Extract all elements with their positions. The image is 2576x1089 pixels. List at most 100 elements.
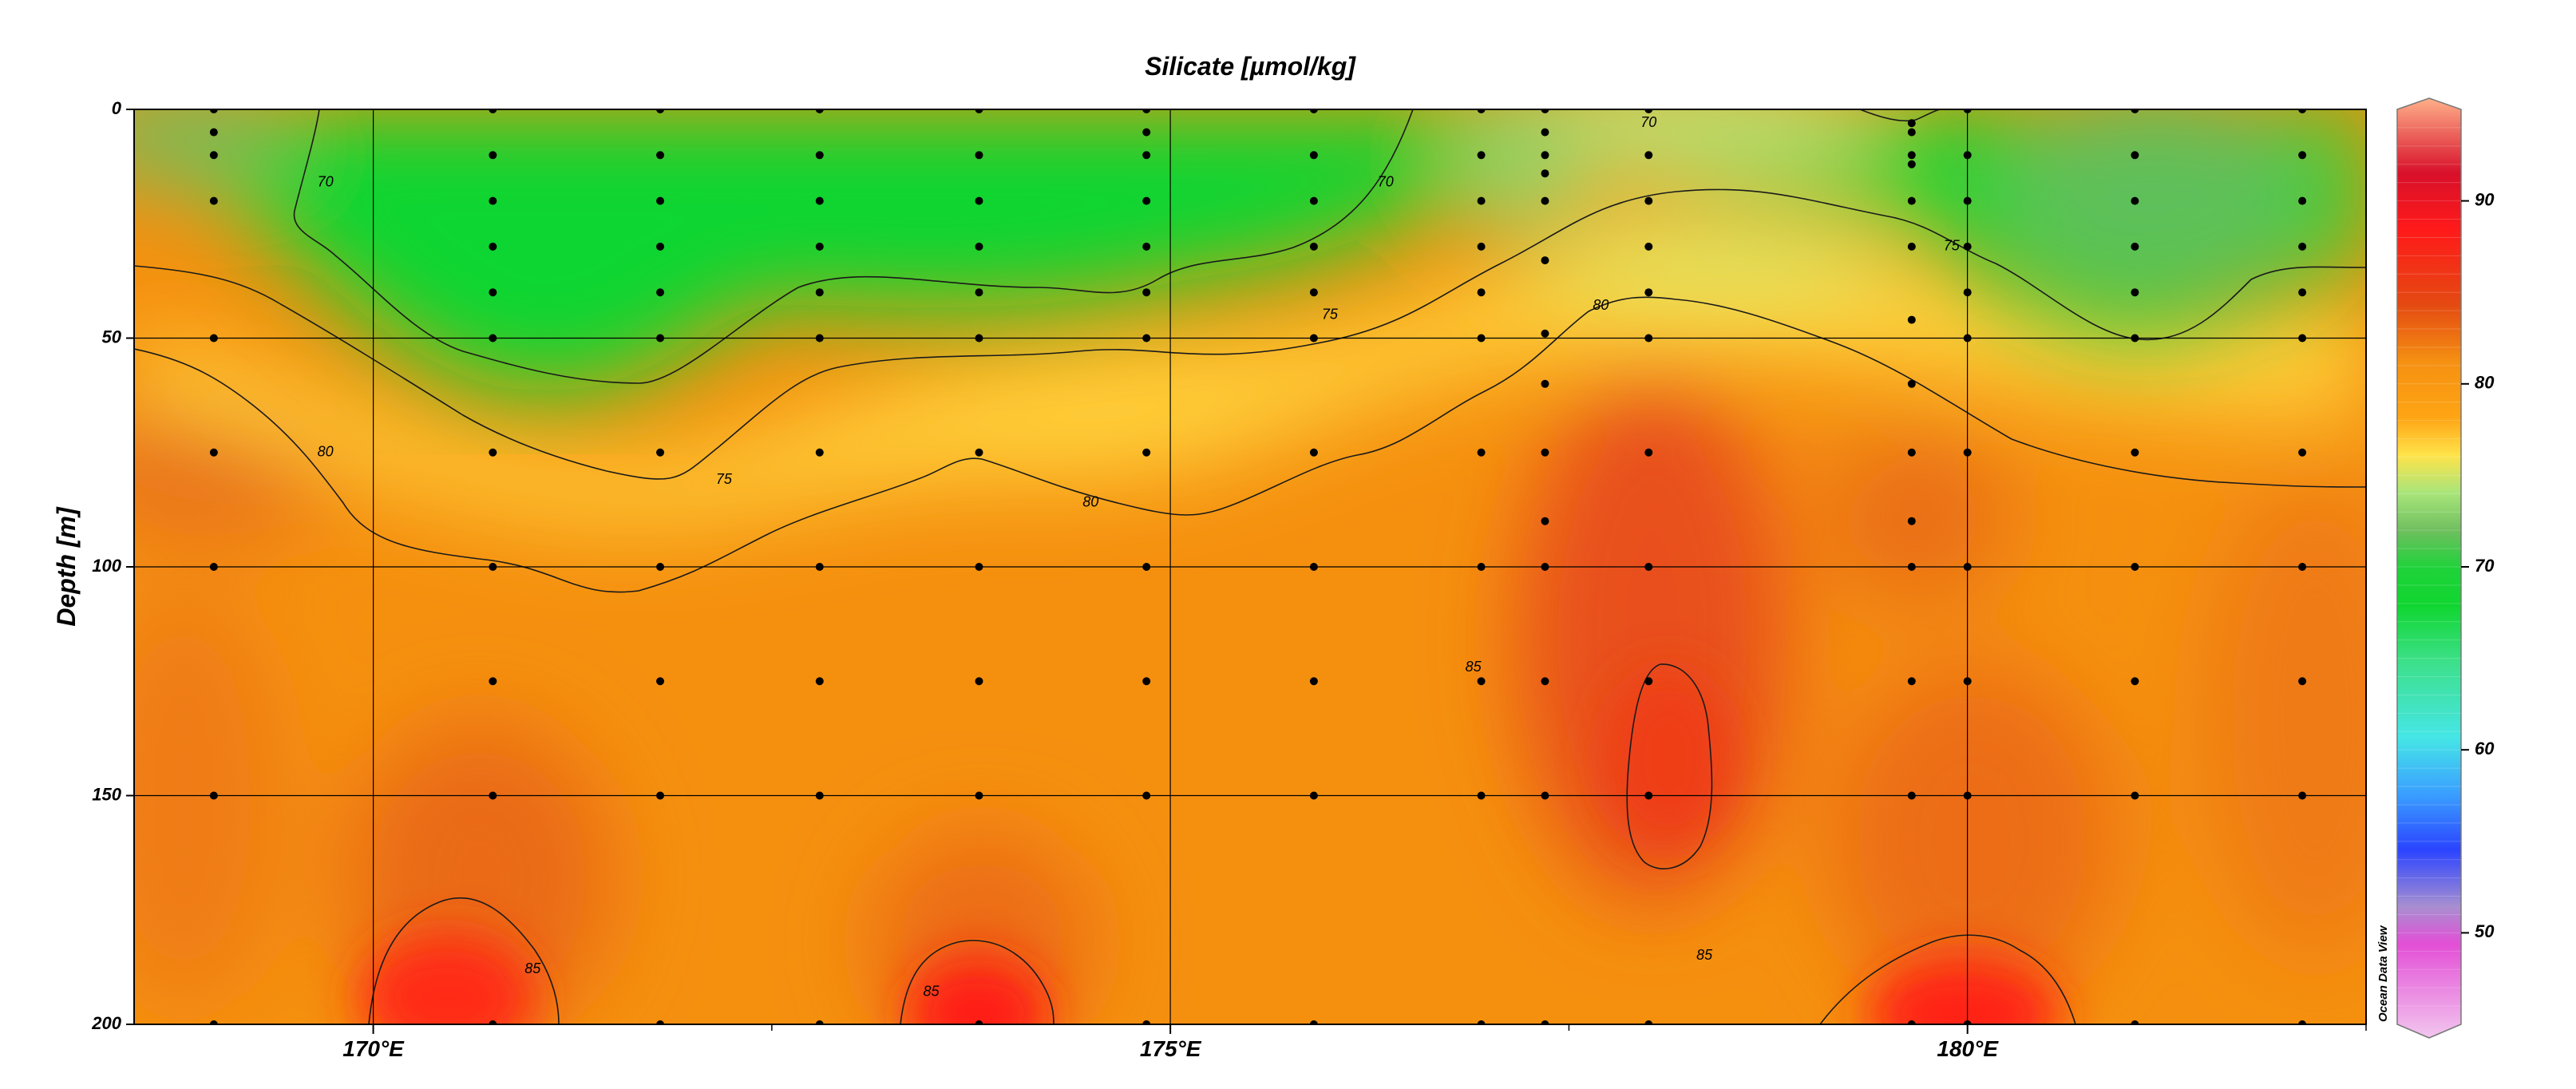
- station-point: [489, 563, 497, 571]
- station-point: [1142, 288, 1151, 297]
- x-tick-label: 180°E: [1937, 1036, 1999, 1061]
- station-point: [209, 791, 218, 800]
- station-point: [1963, 563, 1972, 571]
- watermark: Ocean Data View: [2376, 925, 2390, 1022]
- station-point: [489, 109, 497, 113]
- contour-label-group: 70 70 70 75 75 75 80 80 80 85 85 85 85: [318, 114, 1961, 1000]
- station-point: [1644, 563, 1653, 571]
- station-point: [815, 1020, 824, 1024]
- station-point: [489, 151, 497, 160]
- station-point: [1963, 1020, 1972, 1024]
- station-point: [1541, 791, 1549, 800]
- heatmap-field: 70 70 70 75 75 75 80 80 80 85 85 85 85: [134, 109, 2366, 1024]
- station-point: [489, 242, 497, 251]
- contour-label: 80: [318, 444, 334, 460]
- field-core: [1868, 958, 2060, 1024]
- colorbar-shape: [2396, 97, 2462, 1039]
- station-point: [656, 151, 665, 160]
- station-point: [815, 288, 824, 297]
- station-point: [1541, 448, 1549, 457]
- station-point: [1541, 128, 1549, 137]
- station-point: [656, 448, 665, 457]
- contour-label: 75: [716, 471, 733, 487]
- station-point: [2131, 677, 2139, 686]
- station-point: [1142, 128, 1151, 137]
- station-point: [1907, 379, 1916, 388]
- station-point: [815, 563, 824, 571]
- station-point: [815, 242, 824, 251]
- station-point: [209, 151, 218, 160]
- station-point: [815, 196, 824, 205]
- station-point: [1644, 288, 1653, 297]
- station-point: [209, 563, 218, 571]
- contour-label: 85: [1466, 659, 1482, 675]
- field-patch: [134, 591, 279, 1006]
- station-point: [1907, 517, 1916, 525]
- station-point: [1541, 109, 1549, 113]
- station-point: [1477, 288, 1486, 297]
- station-point: [1309, 288, 1318, 297]
- contour-label: 70: [1640, 114, 1656, 130]
- station-point: [489, 677, 497, 686]
- station-point: [975, 791, 983, 800]
- colorbar: 50 60 70 80 90: [2396, 97, 2495, 1039]
- station-point: [489, 334, 497, 343]
- y-axis-ticks: 0 50 100 150 200: [91, 98, 134, 1033]
- station-point: [1644, 677, 1653, 686]
- station-point: [1541, 329, 1549, 338]
- station-point: [975, 448, 983, 457]
- station-point: [815, 448, 824, 457]
- station-point: [489, 288, 497, 297]
- station-point: [2131, 334, 2139, 343]
- station-point: [1142, 334, 1151, 343]
- station-point: [1907, 1020, 1916, 1024]
- colorbar-tick-label: 60: [2475, 739, 2495, 758]
- station-point: [656, 563, 665, 571]
- station-points: [209, 109, 2307, 1024]
- field-green-lighter: [1996, 109, 2315, 295]
- station-point: [209, 334, 218, 343]
- station-point: [1309, 677, 1318, 686]
- station-point: [2298, 196, 2307, 205]
- station-point: [1309, 563, 1318, 571]
- contour-label: 85: [1696, 947, 1713, 963]
- station-point: [2298, 677, 2307, 686]
- station-point: [2298, 563, 2307, 571]
- station-point: [2131, 448, 2139, 457]
- station-point: [656, 196, 665, 205]
- station-point: [1963, 242, 1972, 251]
- contour-label: 70: [1378, 173, 1394, 189]
- colorbar-tick-label: 50: [2475, 921, 2495, 941]
- station-point: [1644, 1020, 1653, 1024]
- station-point: [1541, 517, 1549, 525]
- station-point: [2131, 196, 2139, 205]
- station-point: [1541, 196, 1549, 205]
- grid-lines: [134, 109, 2366, 1024]
- station-point: [1309, 448, 1318, 457]
- station-point: [1963, 334, 1972, 343]
- station-point: [975, 1020, 983, 1024]
- x-axis-minor-ticks: [771, 1024, 2367, 1031]
- station-point: [1907, 315, 1916, 324]
- field-green-pale: [1525, 232, 1908, 295]
- station-point: [975, 563, 983, 571]
- station-point: [2298, 1020, 2307, 1024]
- contour-label: 80: [1593, 297, 1609, 313]
- y-tick-label: 100: [92, 556, 121, 576]
- station-point: [1644, 791, 1653, 800]
- x-tick-label: 175°E: [1140, 1036, 1202, 1061]
- field-green: [134, 109, 2366, 392]
- station-point: [2131, 109, 2139, 113]
- station-point: [1963, 109, 1972, 113]
- colorbar-tick-label: 70: [2475, 556, 2495, 576]
- station-point: [1477, 677, 1486, 686]
- station-point: [2298, 151, 2307, 160]
- station-point: [1907, 563, 1916, 571]
- station-point: [1477, 151, 1486, 160]
- station-point: [489, 196, 497, 205]
- station-point: [1309, 791, 1318, 800]
- station-point: [1907, 119, 1916, 128]
- contour-70: [1859, 109, 1941, 122]
- station-point: [1309, 1020, 1318, 1024]
- station-point: [2131, 288, 2139, 297]
